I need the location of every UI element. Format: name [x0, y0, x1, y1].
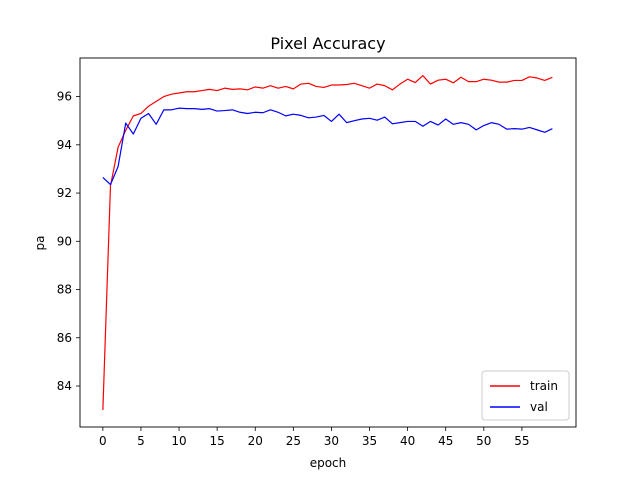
chart-title: Pixel Accuracy	[270, 34, 385, 53]
plot-area	[79, 57, 577, 428]
y-tick-label: 96	[57, 90, 72, 104]
series-layer	[102, 75, 553, 411]
plot-background	[80, 58, 576, 427]
y-axis: 84 86 88 90 92 94 96	[57, 90, 80, 393]
y-tick-label: 88	[57, 283, 72, 297]
x-tick-label: 40	[400, 434, 415, 448]
legend: train val	[481, 370, 570, 421]
x-tick-label: 0	[99, 434, 107, 448]
y-tick-label: 92	[57, 186, 72, 200]
x-tick-label: 20	[248, 434, 263, 448]
legend-label-train: train	[530, 379, 558, 393]
plot-frame	[79, 57, 577, 428]
x-tick-label: 50	[476, 434, 491, 448]
x-tick-label: 10	[171, 434, 186, 448]
x-tick-label: 25	[286, 434, 301, 448]
x-tick-label: 15	[210, 434, 225, 448]
legend-label-val: val	[530, 400, 548, 414]
x-tick-label: 55	[514, 434, 529, 448]
x-tick-label: 35	[362, 434, 377, 448]
series-line-val	[102, 107, 553, 186]
series-line-train	[102, 75, 553, 411]
x-tick-label: 45	[438, 434, 453, 448]
y-tick-label: 84	[57, 379, 72, 393]
x-axis: 0 5 10 15 20 25 30 35 40 45 50 55	[99, 427, 530, 448]
y-axis-label: pa	[33, 236, 47, 251]
y-tick-label: 94	[57, 138, 72, 152]
x-axis-label: epoch	[310, 456, 347, 470]
y-tick-label: 90	[57, 234, 72, 248]
y-tick-label: 86	[57, 331, 72, 345]
x-tick-label: 5	[137, 434, 145, 448]
x-tick-label: 30	[324, 434, 339, 448]
